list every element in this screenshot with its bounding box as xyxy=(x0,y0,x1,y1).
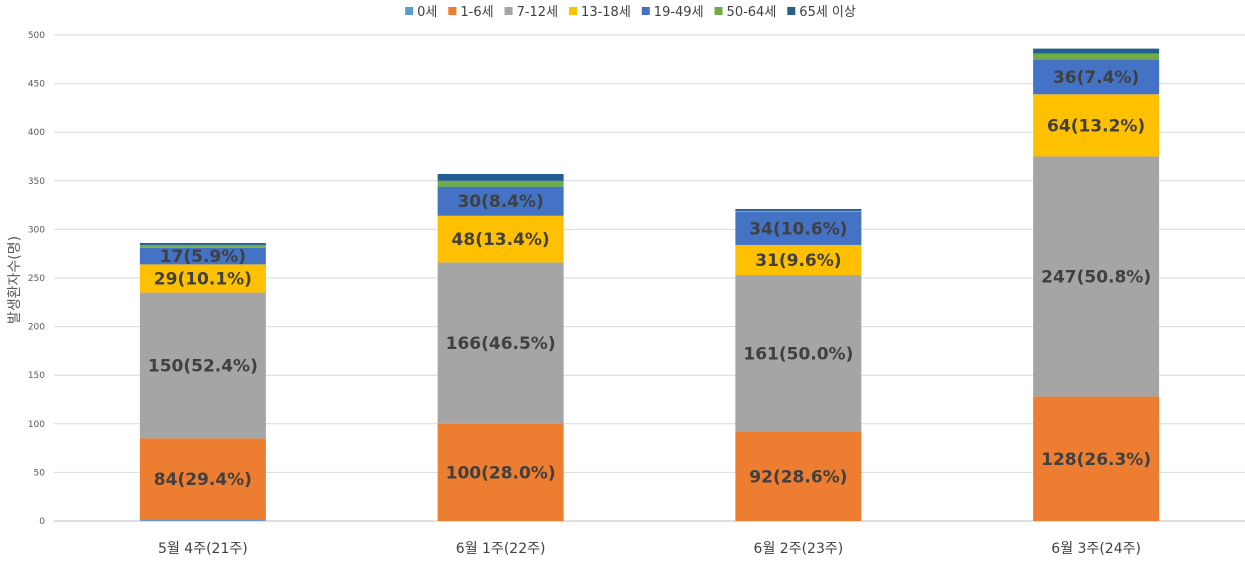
axis-layer: 0 50 100 150 200 250 300 350 400 450 500 5월 4주(21주)… xyxy=(28,31,1141,557)
data-label: 247(50.8%) xyxy=(1041,268,1151,288)
bar-segment[interactable] xyxy=(139,243,266,245)
bar-segment[interactable] xyxy=(735,210,862,212)
bar-segment[interactable] xyxy=(735,208,862,211)
legend-item[interactable]: 50-64세 xyxy=(714,5,777,20)
legend-item[interactable]: 13-18세 xyxy=(569,5,631,20)
bar-segment[interactable] xyxy=(437,423,564,521)
bar-segment[interactable] xyxy=(437,262,564,424)
legend-label: 0세 xyxy=(417,5,437,20)
y-tick-label: 150 xyxy=(28,371,45,381)
legend-swatch xyxy=(569,7,578,15)
data-label: 166(46.5%) xyxy=(446,334,556,354)
y-tick-label: 300 xyxy=(28,225,45,235)
legend-label: 50-64세 xyxy=(727,5,777,20)
legend-item[interactable]: 19-49세 xyxy=(641,5,704,20)
y-tick-label: 400 xyxy=(28,128,45,138)
x-category-label: 5월 4주(21주) xyxy=(158,541,248,557)
bar-segment[interactable] xyxy=(139,438,266,521)
bar-segment[interactable] xyxy=(735,431,862,521)
y-tick-label: 450 xyxy=(28,80,45,90)
legend-label: 13-18세 xyxy=(581,5,631,20)
data-label: 36(7.4%) xyxy=(1053,68,1139,88)
data-label: 84(29.4%) xyxy=(154,470,252,490)
legend-label: 1-6세 xyxy=(460,5,493,20)
data-label: 30(8.4%) xyxy=(457,192,543,212)
bar-segment[interactable] xyxy=(139,244,266,248)
data-label: 48(13.4%) xyxy=(452,230,550,250)
data-label: 100(28.0%) xyxy=(446,463,556,483)
bar-segment[interactable] xyxy=(139,292,266,439)
bar-segment[interactable] xyxy=(437,173,564,181)
x-category-label: 6월 1주(22주) xyxy=(456,541,546,557)
y-axis-label: 발생환자수(명) xyxy=(7,236,23,324)
bar-layer xyxy=(139,48,1160,521)
legend-item[interactable]: 0세 xyxy=(405,5,437,20)
data-label-layer: 84(29.4%) 150(52.4%) 29(10.1%)17(5.9%) 100(… xyxy=(148,68,1151,490)
legend-swatch xyxy=(787,7,796,15)
data-label: 34(10.6%) xyxy=(749,219,847,239)
legend-swatch xyxy=(448,7,457,15)
bar-segment[interactable] xyxy=(1033,94,1160,157)
x-category-label: 6월 2주(23주) xyxy=(754,541,844,557)
legend[interactable]: 0세 1-6세 7-12세 13-18세 19-49세 50-64세 65세 이상 xyxy=(405,5,856,20)
bar-segment[interactable] xyxy=(437,186,564,216)
x-category-label: 6월 3주(24주) xyxy=(1051,541,1141,557)
data-label: 29(10.1%) xyxy=(154,269,252,289)
bar-segment[interactable] xyxy=(1033,53,1160,60)
y-tick-label: 50 xyxy=(34,468,46,478)
legend-item[interactable]: 7-12세 xyxy=(504,5,558,20)
legend-item[interactable]: 1-6세 xyxy=(448,5,494,20)
bar-segment[interactable] xyxy=(1033,156,1160,397)
bar-segment[interactable] xyxy=(139,264,266,293)
bar-segment[interactable] xyxy=(139,520,266,521)
legend-item[interactable]: 65세 이상 xyxy=(787,5,856,20)
y-tick-label: 500 xyxy=(28,31,45,41)
data-label: 150(52.4%) xyxy=(148,356,258,376)
legend-swatch xyxy=(714,7,723,15)
bar-segment[interactable] xyxy=(139,247,266,265)
bar-segment[interactable] xyxy=(1033,59,1160,95)
legend-label: 65세 이상 xyxy=(799,5,856,20)
data-label: 128(26.3%) xyxy=(1041,450,1151,470)
y-tick-label: 350 xyxy=(28,177,45,187)
y-tick-label: 0 xyxy=(39,517,45,527)
y-tick-label: 200 xyxy=(28,323,45,333)
bar-segment[interactable] xyxy=(437,215,564,263)
y-tick-label: 100 xyxy=(28,420,45,430)
data-label: 161(50.0%) xyxy=(743,344,853,364)
legend-swatch xyxy=(504,7,513,15)
legend-label: 19-49세 xyxy=(654,5,704,20)
bar-segment[interactable] xyxy=(735,244,862,276)
data-label: 31(9.6%) xyxy=(755,251,841,271)
legend-label: 7-12세 xyxy=(517,5,558,20)
bar-segment[interactable] xyxy=(735,275,862,432)
legend-swatch xyxy=(405,7,414,15)
legend-swatch xyxy=(641,7,650,15)
data-label: 64(13.2%) xyxy=(1047,116,1145,136)
bar-segment[interactable] xyxy=(1033,48,1160,54)
bar-segment[interactable] xyxy=(1033,396,1160,521)
bar-segment[interactable] xyxy=(437,180,564,187)
y-tick-label: 250 xyxy=(28,274,45,284)
bar-segment[interactable] xyxy=(735,211,862,245)
data-label: 92(28.6%) xyxy=(749,467,847,487)
data-label: 17(5.9%) xyxy=(160,247,246,267)
